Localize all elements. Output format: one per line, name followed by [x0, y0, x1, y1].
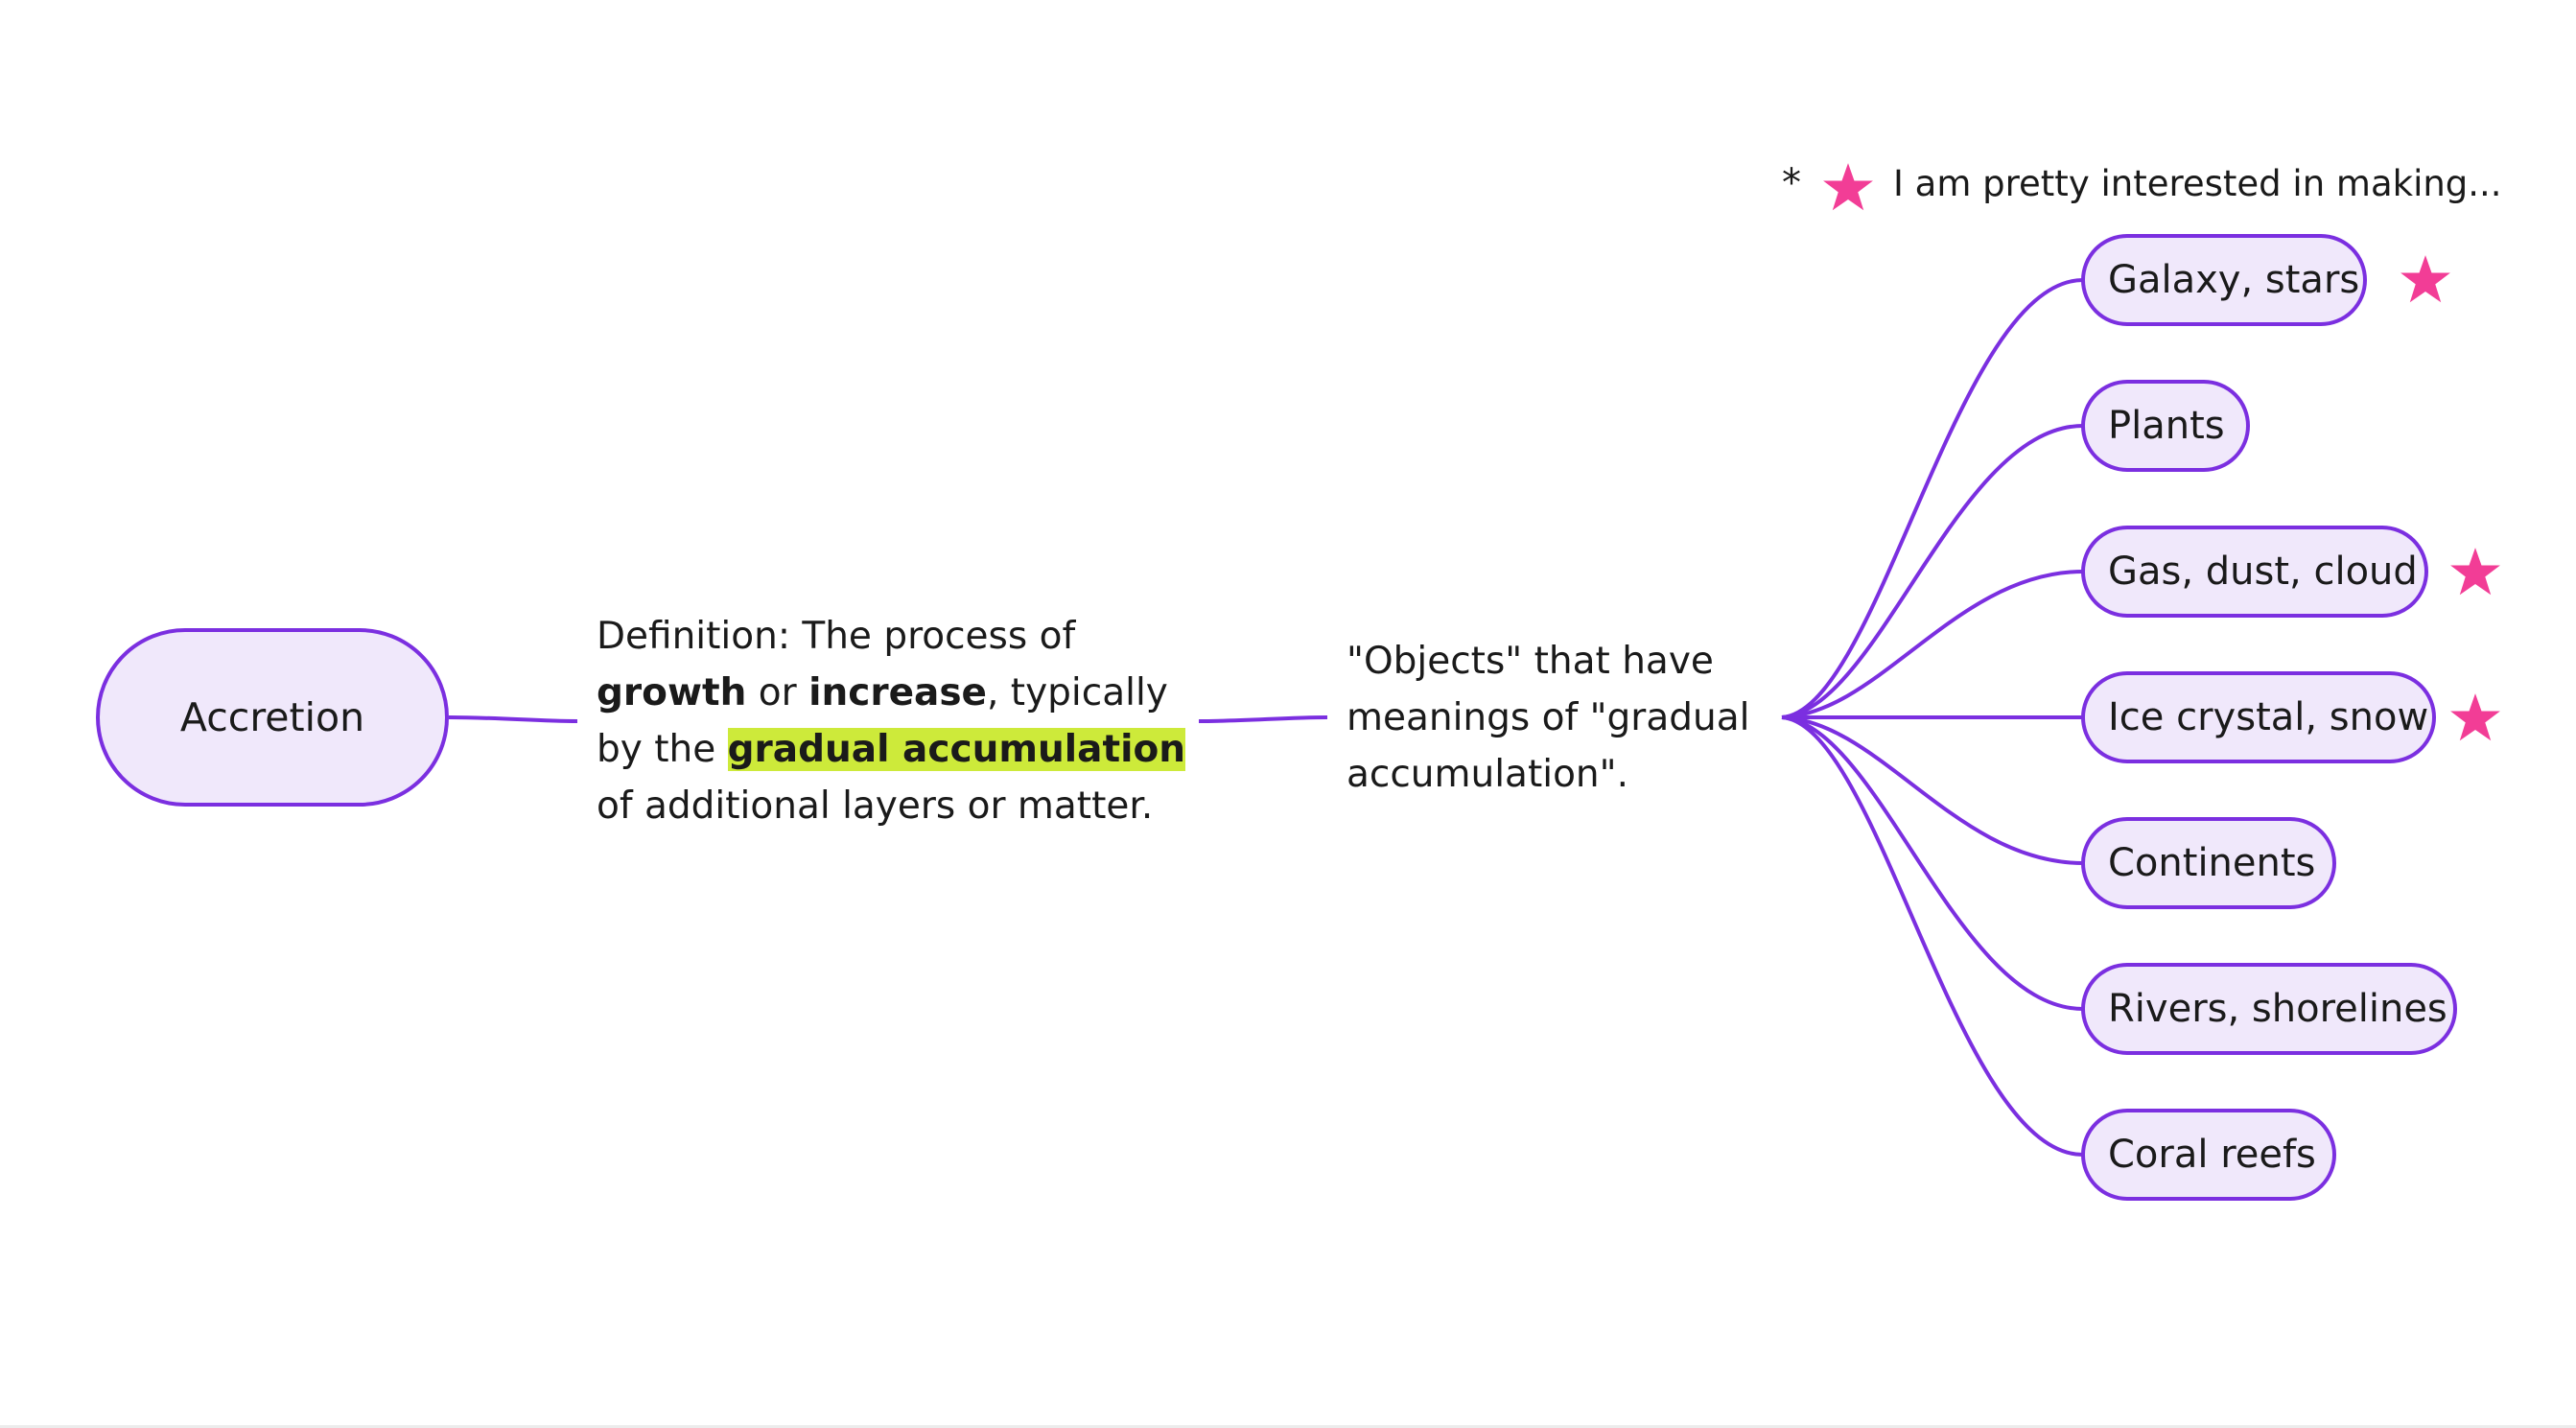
connector-leaf-galaxy	[1781, 278, 2084, 719]
connector-leaf-plants	[1781, 424, 2084, 719]
leaf-node-plants[interactable]: Plants	[2081, 380, 2250, 472]
definition-line-1: Definition: The process of	[597, 615, 1076, 658]
definition-highlight: gradual accumulation	[727, 728, 1186, 771]
connector-leaf-gas	[1781, 570, 2084, 719]
definition-line-3: by the gradual accumulation	[597, 721, 1186, 778]
connector-root-definition	[448, 715, 578, 723]
root-node-accretion[interactable]: Accretion	[96, 628, 449, 807]
leaf-node-continents[interactable]: Continents	[2081, 817, 2336, 909]
note-asterisk: *	[1782, 161, 1801, 205]
star-icon	[2450, 548, 2500, 596]
star-icon	[2450, 693, 2500, 741]
definition-bold-growth: growth	[597, 671, 747, 714]
leaf-node-gas-dust-cloud[interactable]: Gas, dust, cloud	[2081, 526, 2428, 618]
connector-leaf-rivers	[1781, 715, 2084, 1011]
note-text: I am pretty interested in making...	[1893, 163, 2502, 204]
connector-definition-objects	[1198, 715, 1328, 723]
objects-line-2: meanings of "gradual	[1347, 696, 1750, 739]
leaf-label: Gas, dust, cloud	[2108, 550, 2418, 594]
definition-line-2-mid: or	[746, 671, 809, 714]
leaf-label: Coral reefs	[2108, 1133, 2316, 1177]
connector-leaf-continents	[1781, 715, 2084, 865]
leaf-node-galaxy-stars[interactable]: Galaxy, stars	[2081, 234, 2367, 326]
connector-leaf-coral	[1781, 715, 2084, 1157]
objects-line-1: "Objects" that have	[1347, 640, 1714, 683]
bottom-border	[0, 1425, 2576, 1428]
leaf-label: Ice crystal, snow	[2108, 695, 2429, 739]
definition-bold-increase: increase	[808, 671, 988, 714]
leaf-label: Galaxy, stars	[2108, 258, 2360, 302]
leaf-label: Rivers, shorelines	[2108, 987, 2447, 1031]
leaf-node-ice-crystal-snow[interactable]: Ice crystal, snow	[2081, 671, 2436, 763]
root-node-label: Accretion	[179, 694, 365, 740]
definition-text[interactable]: Definition: The process of growth or inc…	[597, 608, 1186, 834]
leaf-node-rivers-shorelines[interactable]: Rivers, shorelines	[2081, 963, 2457, 1055]
leaf-label: Plants	[2108, 404, 2225, 448]
objects-line-3: accumulation".	[1347, 753, 1628, 796]
objects-text[interactable]: "Objects" that have meanings of "gradual…	[1347, 633, 1749, 803]
star-icon	[1823, 163, 1873, 211]
definition-line-2: growth or increase, typically	[597, 665, 1185, 721]
leaf-node-coral-reefs[interactable]: Coral reefs	[2081, 1109, 2336, 1201]
star-icon	[2400, 255, 2450, 303]
leaf-label: Continents	[2108, 841, 2316, 885]
definition-line-2-end: , typically	[987, 671, 1168, 714]
definition-line-4: of additional layers or matter.	[597, 784, 1154, 828]
definition-line-3-start: by the	[597, 728, 728, 771]
